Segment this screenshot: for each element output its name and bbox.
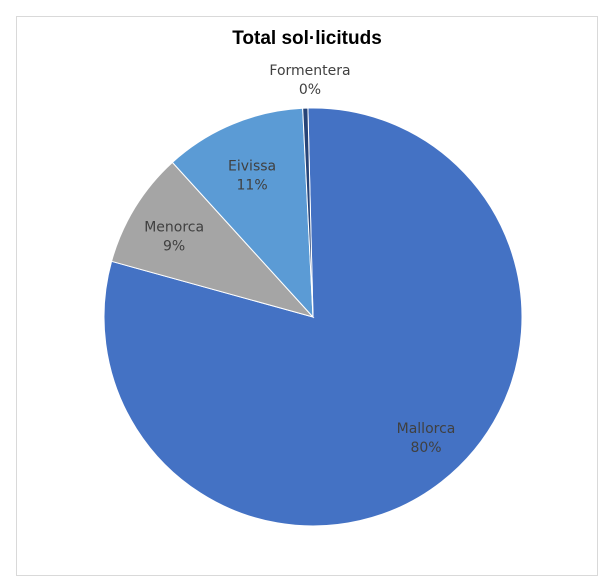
slice-label-mallorca: Mallorca bbox=[397, 421, 456, 437]
slice-percent-eivissa: 11% bbox=[237, 177, 268, 193]
slice-percent-mallorca: 80% bbox=[410, 440, 441, 456]
slice-label-menorca: Menorca bbox=[144, 220, 204, 236]
pie-slice-menorca bbox=[110, 161, 315, 318]
slice-percent-menorca: 9% bbox=[163, 239, 185, 255]
slice-label-eivissa: Eivissa bbox=[228, 158, 276, 174]
slice-label-formentera: Formentera bbox=[269, 63, 350, 79]
chart-title: Total sol·licituds bbox=[232, 28, 382, 49]
pie-slice-formentera bbox=[302, 107, 314, 318]
pie-slice-eivissa bbox=[171, 107, 314, 319]
slice-percent-formentera: 0% bbox=[299, 82, 321, 98]
